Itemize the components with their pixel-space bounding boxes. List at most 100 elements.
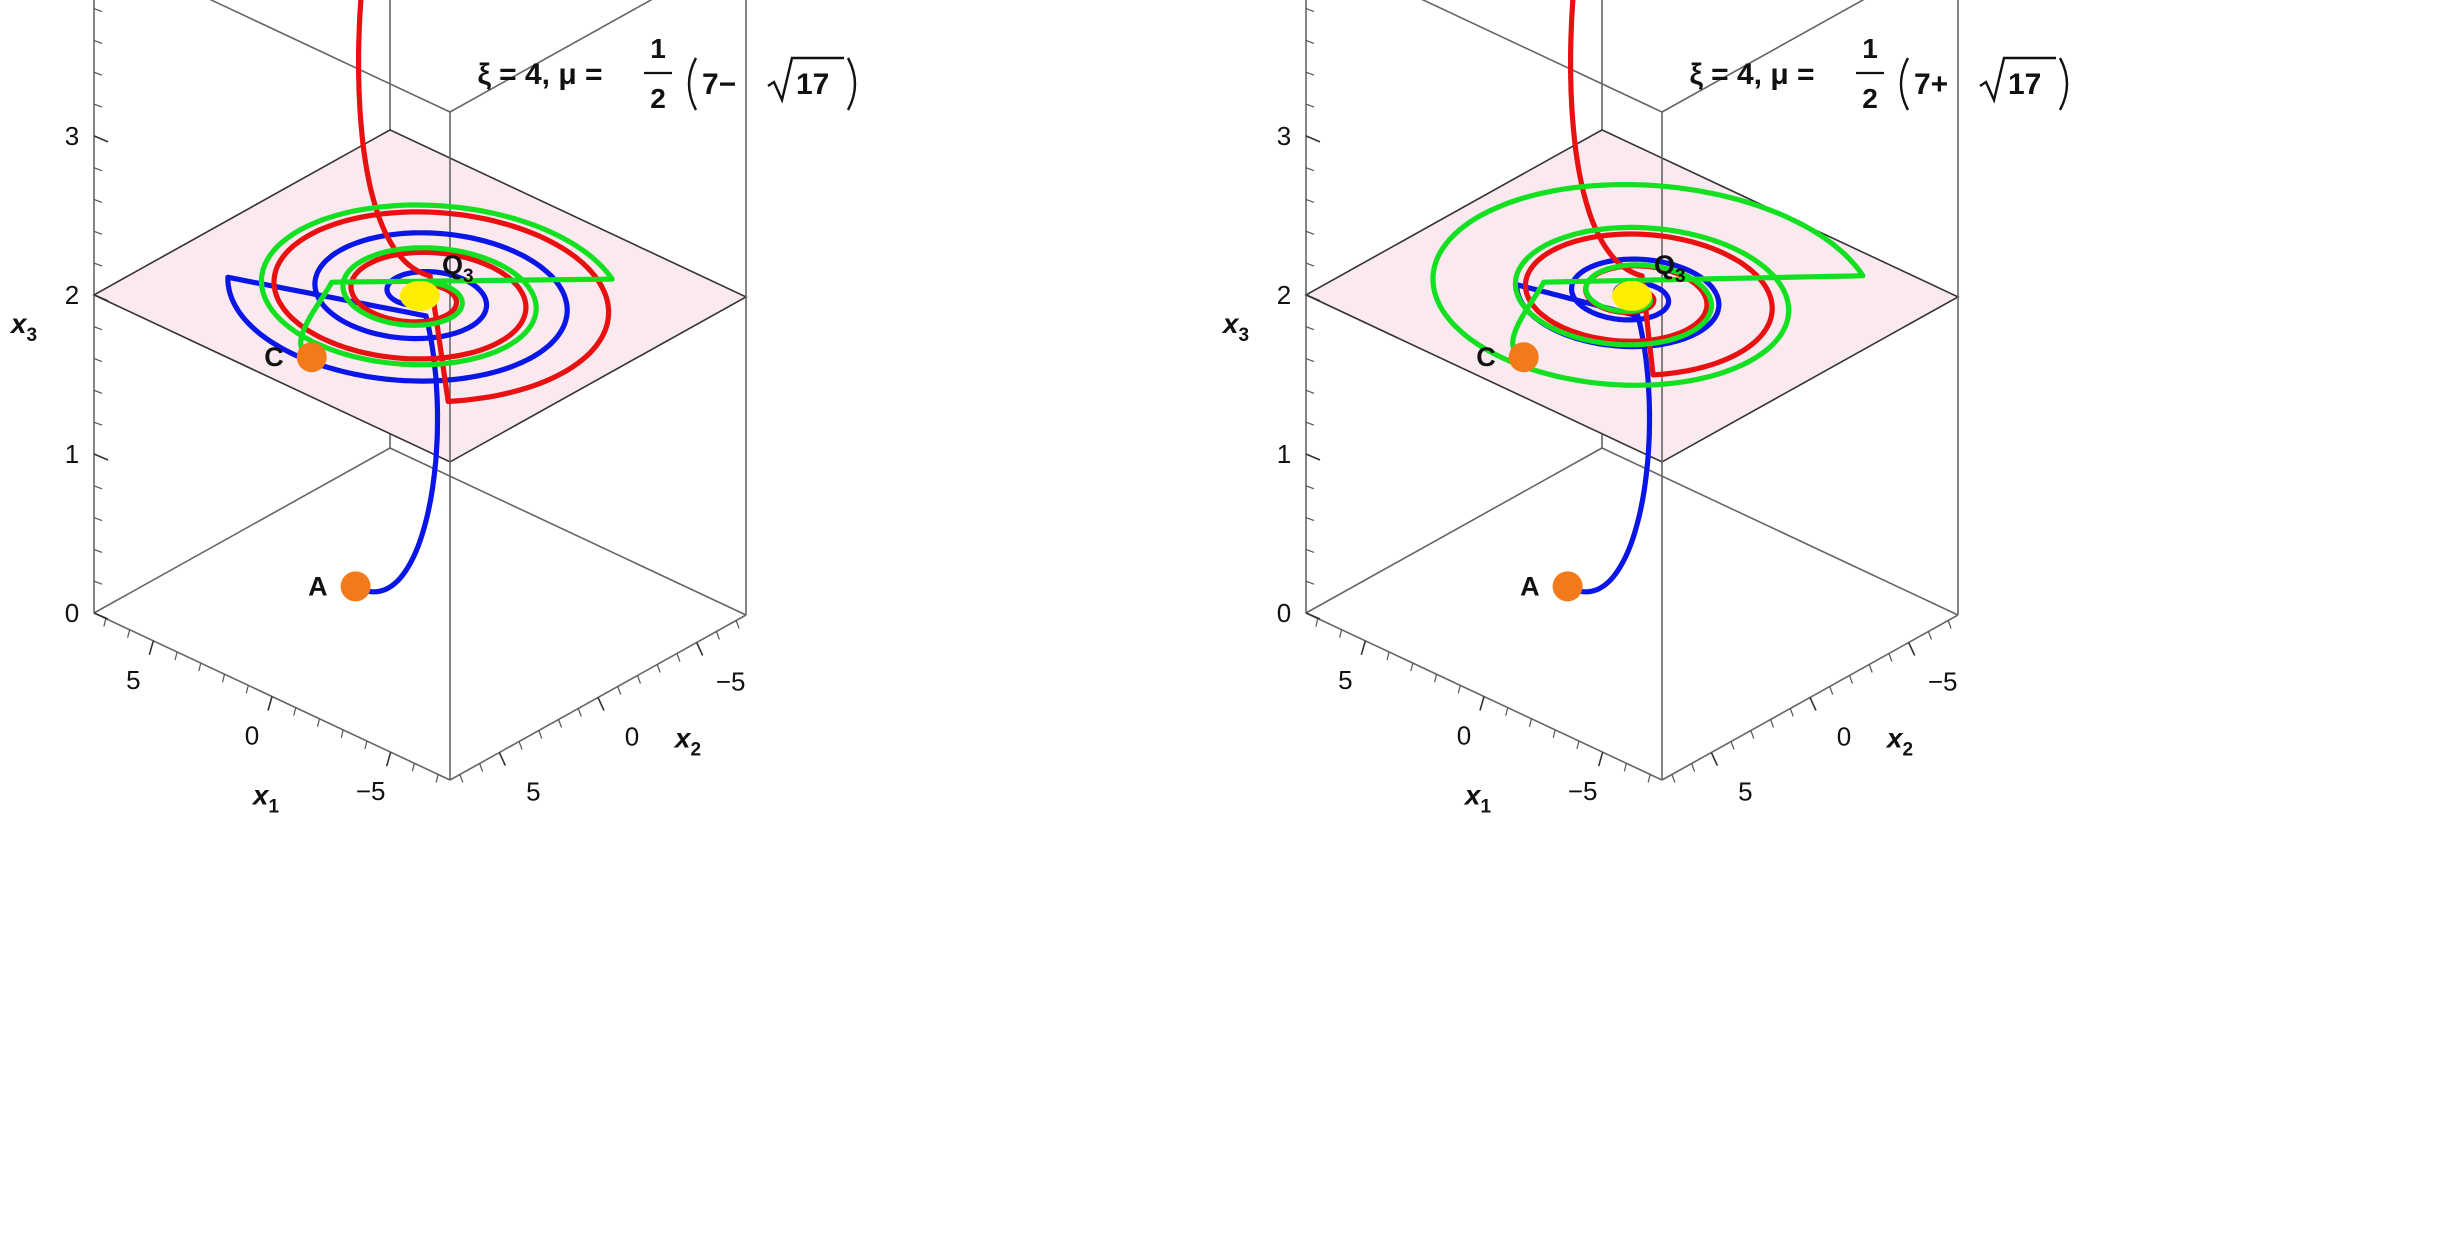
x3-minor-tick [93,262,103,267]
x3-minor-tick [1305,517,1315,522]
x3-tick [1305,453,1321,461]
x2-tick-label: −5 [1928,667,1958,697]
trajectory-C [258,202,615,368]
x1-tick [1597,751,1604,767]
x1-minor-tick [1433,674,1438,683]
x2-minor-tick [735,620,740,629]
frame-edge [93,447,391,614]
x1-minor-tick [340,729,344,739]
x3-minor-tick [1305,485,1315,490]
initial-point-label: A [1520,571,1540,601]
x2-minor-tick [1769,719,1775,728]
title-before-root: 7+ [1914,68,1948,101]
x3-minor-tick [93,485,103,490]
x3-minor-tick [1305,421,1315,426]
x3-tick-label: 3 [65,121,79,151]
x2-tick [695,642,704,656]
x3-tick [93,453,109,461]
frame-edge [1305,447,1603,614]
x3-tick [93,294,109,302]
x3-tick [93,135,109,143]
x3-axis-subscript: 3 [27,325,38,346]
x3-tick-label: 0 [65,598,79,628]
title-paren-close [846,57,857,111]
x3-minor-tick [93,517,103,522]
x3-tick-label: 1 [1277,439,1291,469]
title-fraction-numerator: 1 [650,33,666,64]
x3-minor-tick [93,71,103,76]
title-fraction-denominator: 2 [1862,83,1878,114]
x2-minor-tick [1671,774,1676,783]
x3-minor-tick [93,230,103,235]
frame-edge [449,0,653,113]
x1-minor-tick [221,674,226,683]
frame-edge [209,0,451,113]
x1-minor-tick [1339,629,1343,638]
x3-minor-tick [1305,548,1315,553]
x2-minor-tick [656,664,661,673]
x3-minor-tick [1305,198,1315,204]
x3-axis-subscript: 3 [1239,325,1250,346]
x1-minor-tick [1528,718,1533,727]
x3-tick [1305,612,1321,620]
initial-point-label: A [308,571,328,601]
frame-edge [1661,0,1865,113]
x2-minor-tick [577,708,582,717]
x2-tick [1907,642,1916,656]
x3-tick [1305,294,1321,302]
x1-axis-label: x1 [251,780,280,818]
initial-point-A [1552,571,1583,602]
x1-axis-subscript: 1 [1481,797,1492,818]
x2-tick [498,752,507,766]
title-radicand: 17 [796,68,829,101]
x2-minor-tick [715,631,720,640]
x1-minor-tick [1410,662,1414,672]
x2-tick [1710,752,1719,766]
critical-point-marker [1612,280,1652,311]
x1-minor-tick [1647,774,1651,783]
x1-tick-label: 0 [245,721,259,751]
initial-point-A [340,571,371,602]
x3-tick-label: 2 [65,280,79,310]
x3-minor-tick [93,167,103,172]
trajectory-A [225,230,570,595]
x3-minor-tick [93,580,103,585]
title-sqrt-sign [767,56,844,104]
title-lhs: ξ = 4, μ = [1689,58,1814,91]
x3-minor-tick [1305,389,1315,394]
x2-minor-tick [1927,631,1932,640]
x2-minor-tick [1730,741,1735,750]
x1-minor-tick [1623,763,1627,772]
x2-tick [1809,697,1817,711]
x2-minor-tick [459,774,464,783]
x2-tick-label: −5 [716,667,746,697]
x2-minor-tick [636,675,642,684]
initial-point-label: C [264,342,284,372]
title-radicand: 17 [2008,68,2041,101]
x3-axis-label: x3 [1221,308,1249,346]
x2-minor-tick [557,719,563,728]
x1-tick [267,696,273,711]
x1-minor-tick [127,629,131,638]
frame-edge [1421,0,1663,113]
x3-tick-label: 0 [1277,598,1291,628]
x2-tick-label: 5 [1738,777,1752,807]
x3-minor-tick [93,8,103,13]
x1-tick-label: 5 [1338,665,1352,695]
x2-axis-label: x2 [1885,723,1913,761]
x1-minor-tick [198,662,202,672]
x1-tick-label: 5 [126,665,140,695]
x3-minor-tick [1305,103,1315,108]
x2-minor-tick [1947,620,1952,629]
critical-point-subscript: 3 [1675,266,1686,287]
x3-minor-tick [93,421,103,426]
x1-tick [1479,696,1485,711]
x2-axis-subscript: 2 [691,740,702,761]
x3-minor-tick [1305,167,1315,172]
x1-minor-tick [174,651,178,661]
x3-minor-tick [93,548,103,553]
x2-minor-tick [617,686,622,695]
x1-minor-tick [1552,729,1556,739]
x1-minor-tick [1505,707,1509,716]
